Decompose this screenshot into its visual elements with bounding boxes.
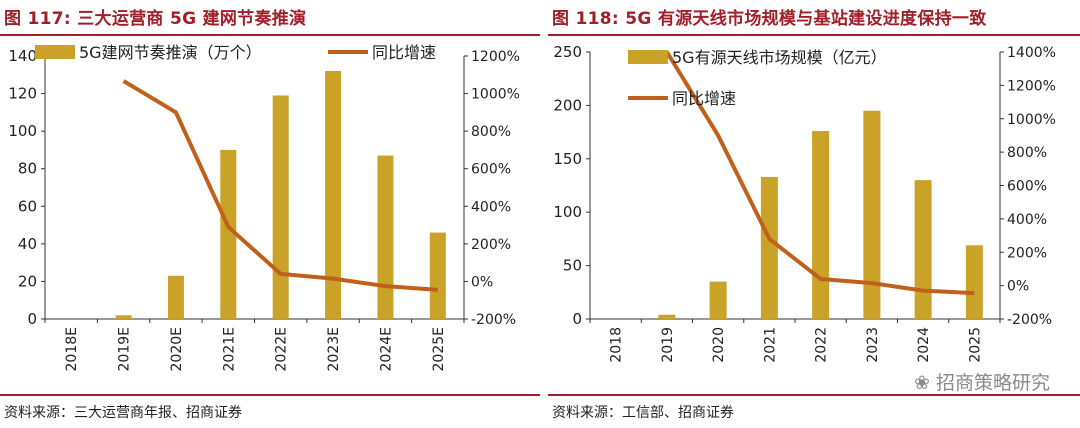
bar <box>965 245 983 319</box>
chart-118-plot: 0 50 100 150 200 250 -200% 0% 200% 400% 600% 800% 10… <box>553 43 1056 363</box>
source-note: 资料来源：三大运营商年报、招商证券 <box>4 405 242 421</box>
wechat-icon: ❀ <box>914 372 936 394</box>
y2-tick-label: 200% <box>471 237 511 253</box>
y2-tick-label: 800% <box>1007 145 1047 161</box>
legend-bar-swatch <box>35 45 75 59</box>
chart-panel-117: 图 117: 三大运营商 5G 建网节奏推演 0 20 40 60 80 100 120 14… <box>0 4 540 421</box>
y2-tick-label: 600% <box>1007 179 1047 195</box>
bar <box>812 131 830 319</box>
series-line <box>122 79 438 292</box>
y-tick-label: 200 <box>553 96 582 114</box>
bar <box>220 149 237 319</box>
y-tick-label: 140 <box>8 47 37 65</box>
watermark: ❀ 招商策略研究 <box>914 368 1050 395</box>
x-tick-label: 2020 <box>711 327 727 363</box>
x-tick-label: 2024 <box>916 327 932 363</box>
x-tick-label: 2019E <box>117 327 133 371</box>
x-tick-label: 2018E <box>64 327 80 371</box>
y-tick-label: 150 <box>553 150 582 168</box>
y-tick-label: 50 <box>563 257 582 275</box>
chart-117-plot: 0 20 40 60 80 100 120 140 -200% 0% 200% 400% 600% 800… <box>8 43 520 371</box>
y2-tick-label: 800% <box>471 124 511 140</box>
bar <box>760 176 778 319</box>
bar <box>914 180 932 319</box>
legend-bar-label: 5G建网节奏推演（万个） <box>79 43 262 62</box>
y2-tick-label: 0% <box>1007 279 1029 295</box>
watermark-text: 招商策略研究 <box>935 372 1050 394</box>
x-tick-label: 2020E <box>169 327 185 371</box>
y-tick-label: 0 <box>572 310 582 328</box>
y2-tick-label: 1200% <box>1007 78 1056 94</box>
y2-tick-label: 1200% <box>471 49 520 65</box>
y2-tick-label: -200% <box>471 312 516 328</box>
y-tick-label: 60 <box>18 197 37 215</box>
y2-tick-label: -200% <box>1007 312 1052 328</box>
y-tick-label: 250 <box>553 43 582 61</box>
figure-label: 图 117: <box>4 9 72 29</box>
bar <box>272 95 289 319</box>
x-tick-label: 2018 <box>609 327 625 363</box>
y2-tick-label: 0% <box>471 274 493 290</box>
x-tick-label: 2025 <box>967 327 983 363</box>
chart-title-117: 图 117: 三大运营商 5G 建网节奏推演 <box>4 4 306 29</box>
y-tick-label: 120 <box>8 85 37 103</box>
figure-title: 三大运营商 5G 建网节奏推演 <box>77 9 307 29</box>
x-tick-label: 2023E <box>326 327 342 371</box>
y2-tick-label: 400% <box>1007 212 1047 228</box>
bar <box>863 110 881 320</box>
bar <box>429 232 446 319</box>
bar <box>377 155 394 319</box>
x-tick-label: 2022 <box>814 327 830 363</box>
y2-tick-label: 400% <box>471 199 511 215</box>
figure-label: 图 118: <box>552 9 620 29</box>
y-tick-label: 100 <box>8 122 37 140</box>
x-tick-label: 2019 <box>660 327 676 363</box>
bottom-rule <box>0 394 540 396</box>
bar <box>709 281 727 319</box>
legend-bar-label: 5G有源天线市场规模（亿元） <box>672 48 887 67</box>
legend-bar-swatch <box>628 50 668 64</box>
x-tick-label: 2024E <box>378 327 394 371</box>
bar <box>658 314 676 319</box>
legend-line-label: 同比增速 <box>372 43 436 62</box>
y2-tick-label: 600% <box>471 162 511 178</box>
bar <box>325 71 342 320</box>
y-tick-label: 100 <box>553 203 582 221</box>
bottom-rule <box>548 394 1080 396</box>
source-note: 资料来源：工信部、招商证券 <box>552 405 734 421</box>
bar <box>115 315 132 319</box>
bar <box>167 275 184 319</box>
x-tick-label: 2025E <box>431 327 447 371</box>
chart-panel-118: 图 118: 5G 有源天线市场规模与基站建设进度保持一致 0 50 100 150 2… <box>548 0 1080 428</box>
x-tick-label: 2021 <box>762 327 778 363</box>
chart-title-118: 图 118: 5G 有源天线市场规模与基站建设进度保持一致 <box>552 4 987 29</box>
y-tick-label: 40 <box>18 235 37 253</box>
legend-line-label: 同比增速 <box>672 89 736 108</box>
y-tick-label: 80 <box>18 160 37 178</box>
top-rule <box>0 34 540 36</box>
y2-tick-label: 200% <box>1007 245 1047 261</box>
series-line <box>665 50 975 296</box>
y2-tick-label: 1400% <box>1007 45 1056 61</box>
x-tick-label: 2023 <box>865 327 881 363</box>
top-rule <box>548 34 1080 36</box>
y2-tick-label: 1000% <box>1007 112 1056 128</box>
y-tick-label: 0 <box>27 310 37 328</box>
y-tick-label: 20 <box>18 272 37 290</box>
x-tick-label: 2022E <box>274 327 290 371</box>
figure-title: 5G 有源天线市场规模与基站建设进度保持一致 <box>625 9 987 29</box>
x-tick-label: 2021E <box>221 327 237 371</box>
y2-tick-label: 1000% <box>471 87 520 103</box>
